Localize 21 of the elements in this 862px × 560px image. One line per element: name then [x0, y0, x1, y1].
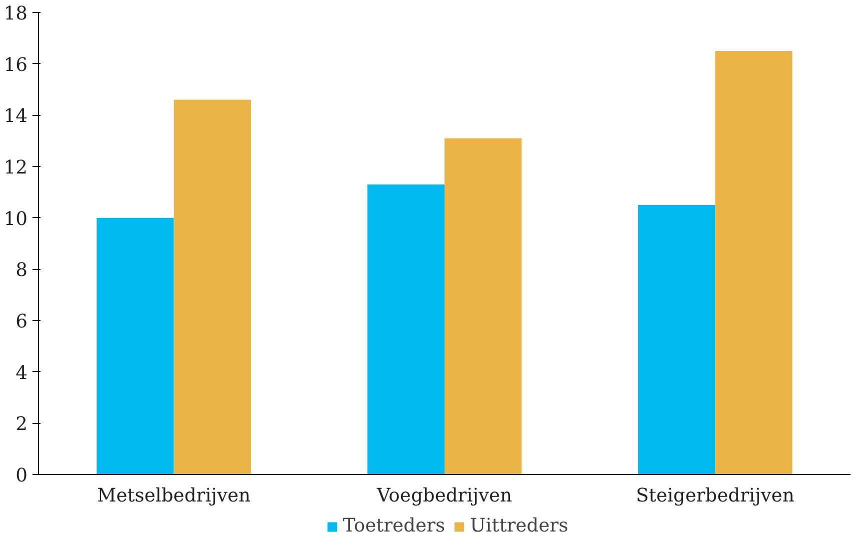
y-tick-label: 18 [4, 4, 28, 24]
y-tick-label: 14 [4, 106, 28, 128]
legend-label: Toetreders [342, 516, 446, 536]
y-tick-label: 6 [16, 312, 28, 332]
y-tick-label: 10 [4, 208, 28, 230]
bar [96, 218, 174, 474]
y-tick-label: 2 [16, 414, 28, 436]
bar [444, 138, 522, 474]
y-tick-label: 0 [16, 466, 28, 486]
bar [367, 184, 444, 474]
x-tick-label: Metselbedrijven [97, 486, 251, 506]
bar [174, 100, 251, 474]
y-tick-label: 12 [4, 158, 28, 178]
x-tick-label: Steigerbedrijven [636, 486, 794, 506]
legend-label: Uittreders [470, 516, 568, 536]
y-tick-label: 8 [16, 260, 28, 282]
bar [715, 51, 792, 474]
y-tick-label: 4 [16, 362, 28, 384]
y-tick-label: 16 [4, 54, 28, 76]
bar [638, 205, 716, 474]
x-tick-label: Voegbedrijven [376, 486, 512, 506]
